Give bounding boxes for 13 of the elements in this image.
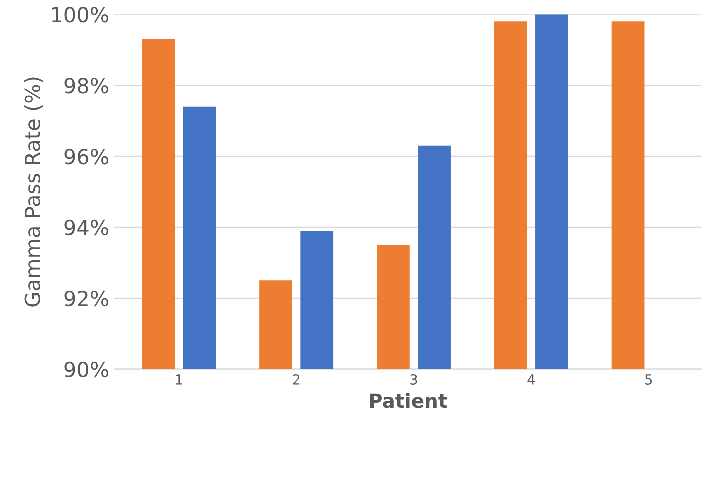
x-tick-label: 3 [410,374,418,385]
y-tick-label: 90% [64,362,109,378]
x-axis-title: Patient [370,393,448,408]
x-tick-label: 4 [528,374,536,385]
y-tick-label: 94% [64,220,109,236]
y-tick-label: 92% [64,290,109,307]
y-tick-label: 98% [64,78,109,94]
x-tick-label: 5 [645,374,652,385]
x-tick-label: 2 [293,374,300,385]
y-tick-label: 96% [64,148,109,165]
y-tick-label: 100% [52,7,109,23]
x-tick-label: 1 [176,374,182,385]
y-axis-title: Gamma Pass Rate (%) [24,78,43,307]
